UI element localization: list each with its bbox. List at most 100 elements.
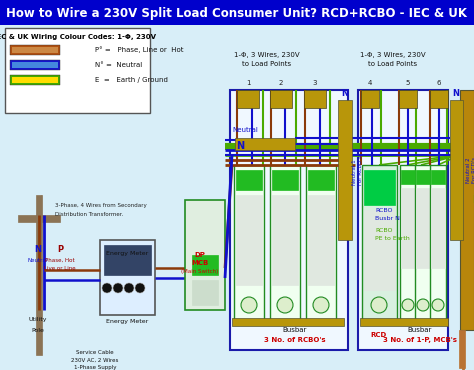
Bar <box>52 77 56 83</box>
Text: 1-Φ, 3 Wires, 230V: 1-Φ, 3 Wires, 230V <box>360 52 426 58</box>
Bar <box>364 170 395 205</box>
Bar <box>44 77 48 83</box>
Text: Neutral 2
For RCD's: Neutral 2 For RCD's <box>466 157 474 183</box>
Text: 4: 4 <box>368 80 372 86</box>
Bar <box>430 90 448 108</box>
Text: RCBO: RCBO <box>375 208 392 212</box>
Bar <box>272 170 298 190</box>
Text: N: N <box>453 88 459 98</box>
Bar <box>100 240 155 315</box>
Text: Live or Line: Live or Line <box>44 266 76 270</box>
Bar <box>415 165 431 320</box>
Text: MCB: MCB <box>191 260 209 266</box>
Bar <box>338 100 352 240</box>
Bar <box>12 62 58 68</box>
Bar <box>104 245 151 275</box>
Circle shape <box>102 283 112 293</box>
Bar <box>270 165 300 320</box>
Bar <box>308 195 334 285</box>
Bar <box>12 77 58 83</box>
Text: to Load Points: to Load Points <box>368 61 418 67</box>
Bar <box>36 195 42 355</box>
Text: N° =  Neutral: N° = Neutral <box>95 62 142 68</box>
Circle shape <box>371 297 387 313</box>
Text: PE to Earth: PE to Earth <box>375 235 410 240</box>
Text: 2: 2 <box>279 80 283 86</box>
Bar <box>358 90 448 350</box>
Text: Pole: Pole <box>32 327 45 333</box>
Bar <box>272 195 298 285</box>
Bar <box>18 215 60 222</box>
Text: Utility: Utility <box>29 317 47 323</box>
Text: 3-Phase, 4 Wires from Secondary: 3-Phase, 4 Wires from Secondary <box>55 202 147 208</box>
Text: E: E <box>472 195 474 205</box>
Circle shape <box>432 299 444 311</box>
Text: P° =   Phase, Line or  Hot: P° = Phase, Line or Hot <box>95 47 183 53</box>
Bar <box>28 77 32 83</box>
Bar <box>460 90 474 330</box>
Bar <box>236 170 262 190</box>
Text: Energy Meter: Energy Meter <box>106 252 148 256</box>
Bar <box>270 90 292 108</box>
Text: Phase, Hot: Phase, Hot <box>45 258 75 262</box>
Text: 230V AC, 2 Wires: 230V AC, 2 Wires <box>71 357 118 363</box>
Circle shape <box>113 283 123 293</box>
Text: Busbar: Busbar <box>408 327 432 333</box>
Text: E  =   Earth / Ground: E = Earth / Ground <box>95 77 168 83</box>
Text: DP: DP <box>194 252 205 258</box>
Bar <box>361 90 379 108</box>
Text: 1-Phase Supply: 1-Phase Supply <box>74 366 116 370</box>
Text: Neutral: Neutral <box>232 127 258 133</box>
Text: 3: 3 <box>313 80 317 86</box>
Bar <box>401 188 415 268</box>
Text: (Main Switch): (Main Switch) <box>182 269 219 273</box>
Bar <box>237 90 259 108</box>
Text: RCBO: RCBO <box>375 228 392 232</box>
Text: to Load Points: to Load Points <box>242 61 292 67</box>
Bar <box>230 90 348 350</box>
Text: 1: 1 <box>246 80 250 86</box>
Bar <box>364 210 395 290</box>
Bar <box>10 60 60 70</box>
Bar <box>400 165 416 320</box>
Bar <box>234 165 264 320</box>
Bar <box>431 188 445 268</box>
Bar <box>232 318 344 326</box>
Bar <box>450 100 463 240</box>
Bar <box>20 77 24 83</box>
Bar <box>236 195 262 285</box>
Circle shape <box>124 283 134 293</box>
Bar <box>431 170 445 184</box>
Text: Busbr N: Busbr N <box>375 215 400 221</box>
Text: 1-Φ, 3 Wires, 230V: 1-Φ, 3 Wires, 230V <box>234 52 300 58</box>
Bar <box>36 77 40 83</box>
Text: 3 No. of 1-P, MCB's: 3 No. of 1-P, MCB's <box>383 337 457 343</box>
Text: Service Cable: Service Cable <box>76 350 114 354</box>
Bar <box>430 165 446 320</box>
Text: IEC & UK Wiring Colour Codes: 1-Φ, 230V: IEC & UK Wiring Colour Codes: 1-Φ, 230V <box>0 34 156 40</box>
Circle shape <box>417 299 429 311</box>
Bar <box>362 165 397 320</box>
Circle shape <box>277 297 293 313</box>
Text: RCD: RCD <box>371 332 387 338</box>
Bar <box>10 45 60 55</box>
Circle shape <box>313 297 329 313</box>
Bar <box>416 170 430 184</box>
Bar <box>235 138 295 150</box>
Bar <box>10 75 60 85</box>
Text: 5: 5 <box>406 80 410 86</box>
Bar <box>192 280 218 305</box>
Bar <box>306 165 336 320</box>
Text: 6: 6 <box>437 80 441 86</box>
Text: Busbar: Busbar <box>283 327 307 333</box>
Circle shape <box>241 297 257 313</box>
Bar <box>185 200 225 310</box>
Text: Neutral: Neutral <box>28 258 48 262</box>
Text: Energy Meter: Energy Meter <box>106 320 148 324</box>
Bar <box>0 0 474 25</box>
Bar <box>12 77 16 83</box>
Bar <box>192 255 218 275</box>
Text: N: N <box>236 141 244 151</box>
Bar <box>12 47 58 53</box>
Bar <box>304 90 326 108</box>
